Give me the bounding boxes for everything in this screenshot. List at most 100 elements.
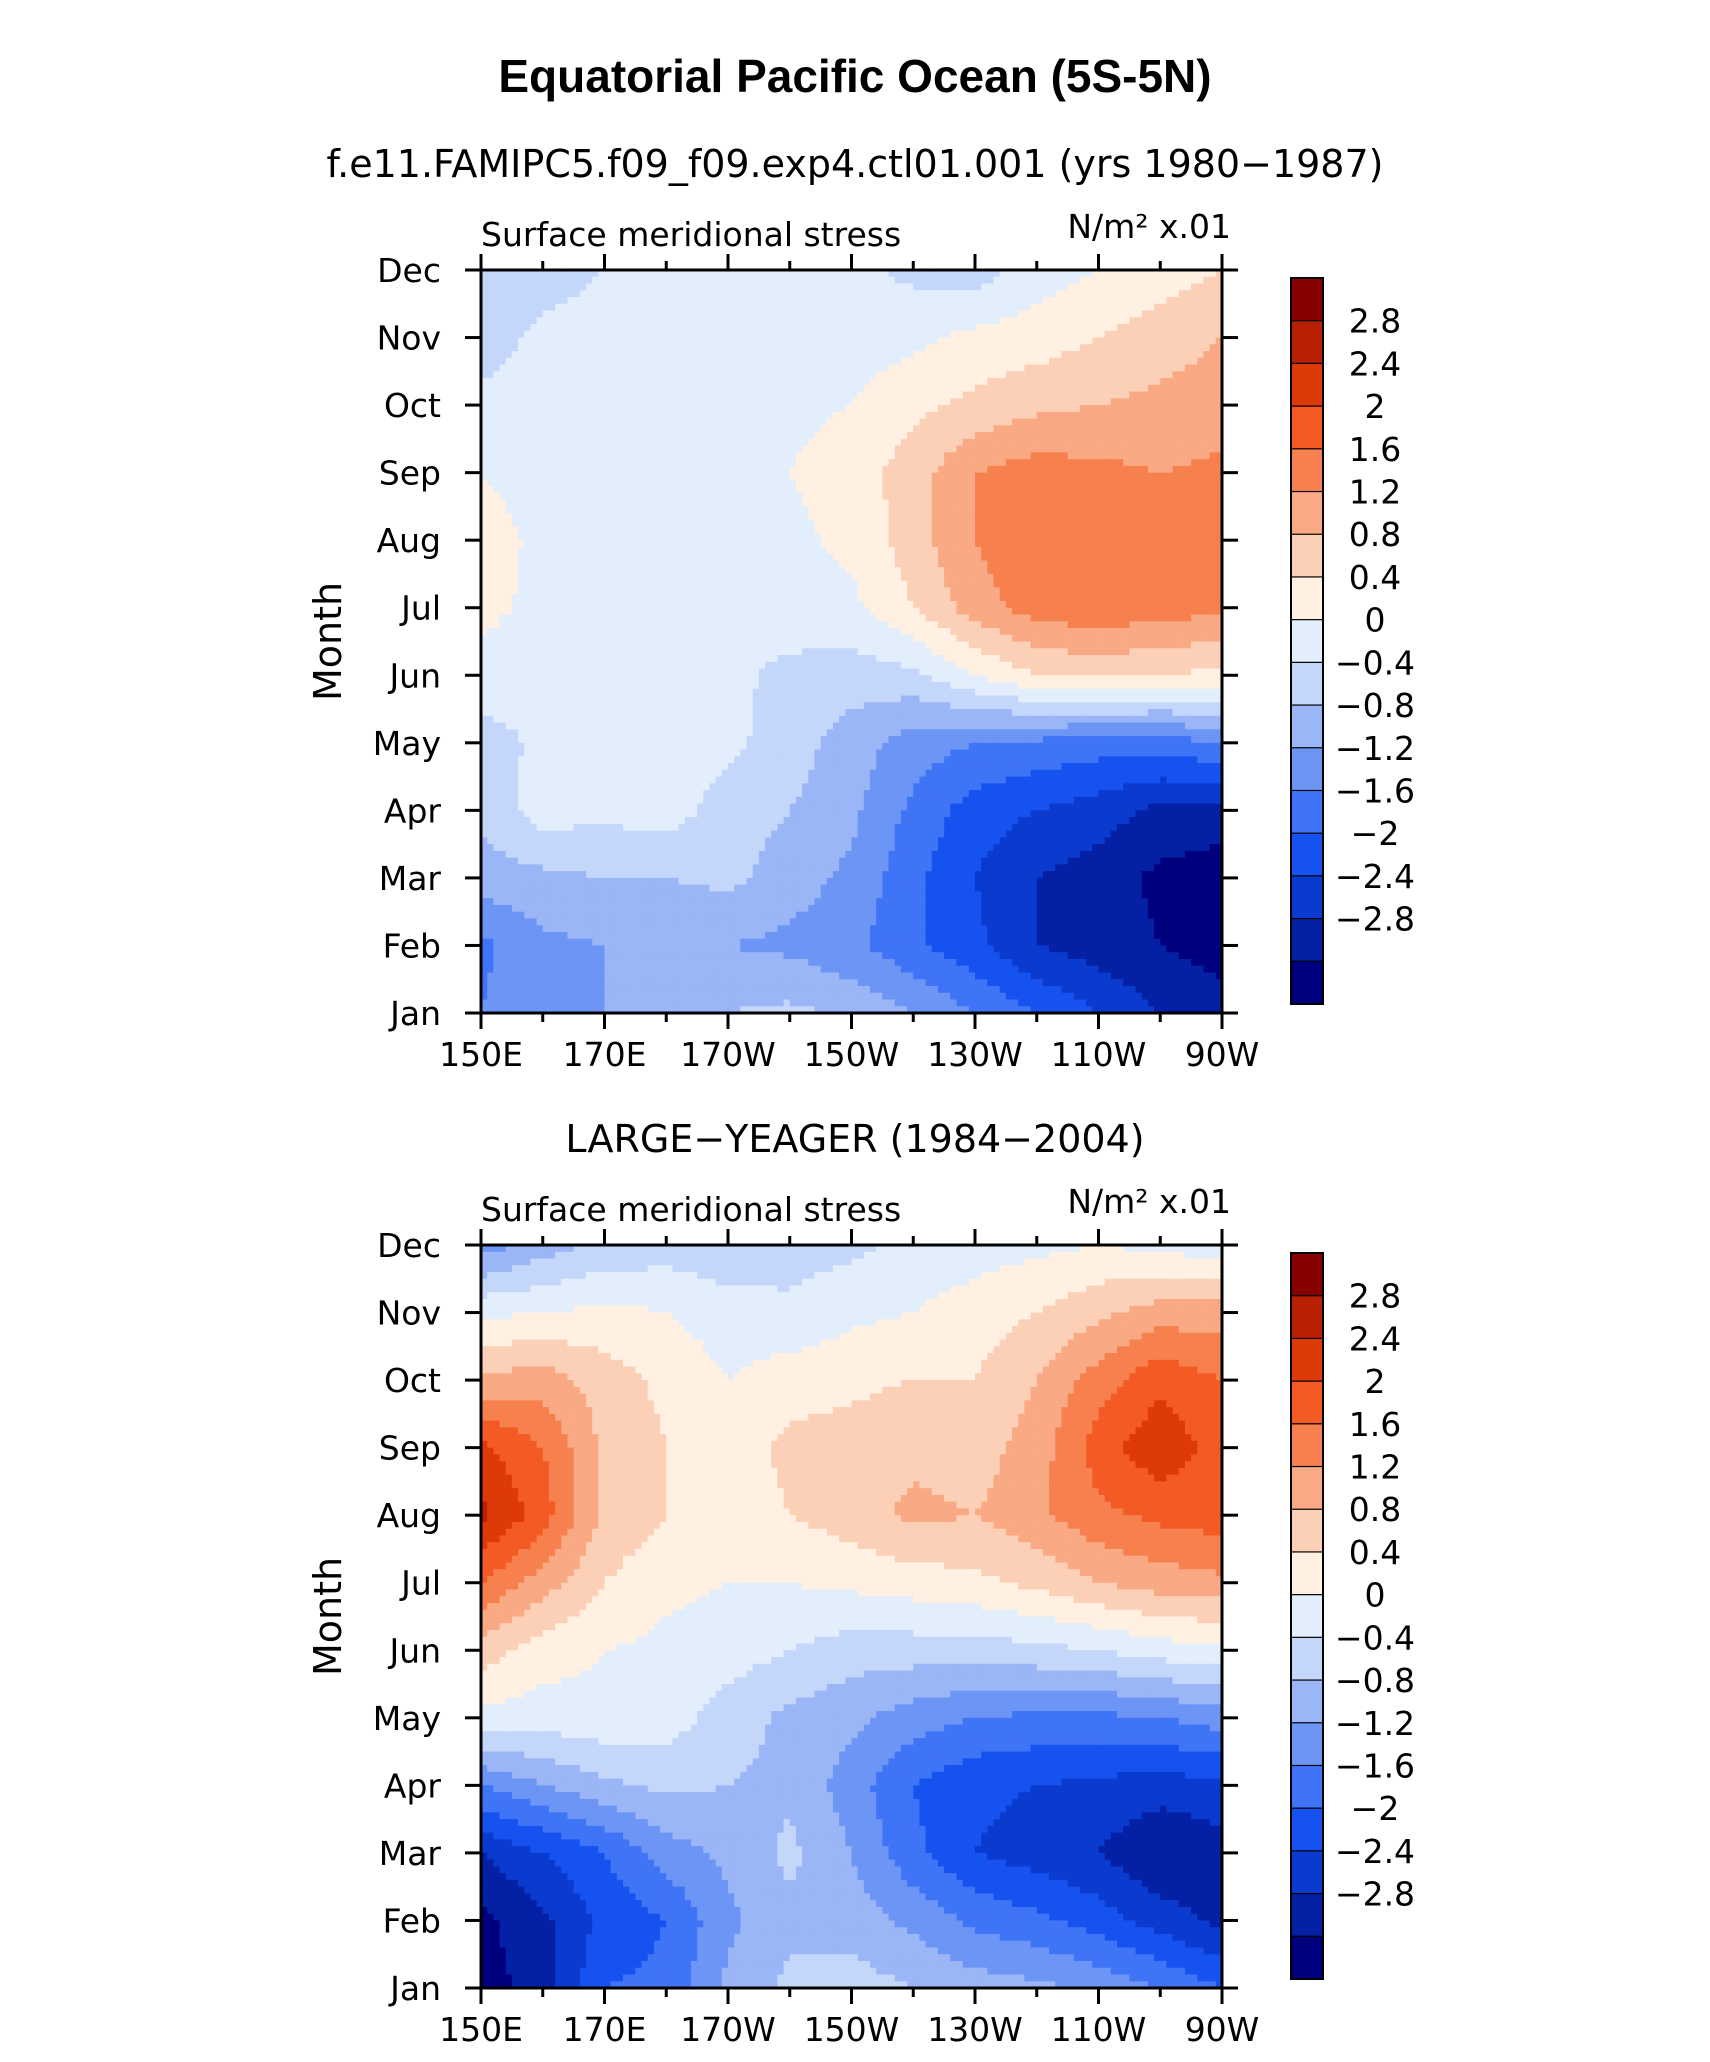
contour-cell [876,486,883,493]
contour-cell [1160,398,1167,405]
contour-cell [506,479,513,486]
contour-cell [1031,439,1038,446]
contour-cell [956,452,963,459]
contour-cell [994,344,1001,351]
contour-cell [500,344,507,351]
contour-cell [1203,419,1210,426]
contour-cell [500,365,507,372]
contour-cell [747,432,754,439]
contour-cell [500,459,507,466]
contour-cell [487,500,494,507]
contour-cell [827,520,834,527]
contour-cell [506,452,513,459]
contour-cell [808,506,815,513]
contour-cell [1024,412,1031,419]
contour-cell [956,520,963,527]
contour-cell [1031,419,1038,426]
contour-cell [913,513,920,520]
contour-cell [1148,500,1155,507]
contour-cell [1185,351,1192,358]
contour-cell [506,527,513,534]
contour-cell [963,324,970,331]
contour-cell [1086,385,1093,392]
contour-cell [1000,520,1007,527]
contour-cell [919,513,926,520]
contour-cell [691,317,698,324]
contour-cell [561,277,568,284]
contour-cell [1210,392,1217,399]
contour-cell [895,446,902,453]
contour-cell [1179,344,1186,351]
contour-cell [1037,344,1044,351]
contour-cell [913,527,920,534]
contour-cell [1043,486,1050,493]
contour-cell [926,439,933,446]
contour-cell [784,466,791,473]
contour-cell [833,284,840,291]
contour-cell [512,452,519,459]
contour-cell [753,486,760,493]
contour-cell [814,324,821,331]
contour-cell [642,425,649,432]
contour-cell [1197,412,1204,419]
contour-cell [1099,277,1106,284]
contour-cell [500,533,507,540]
contour-cell [716,277,723,284]
contour-cell [537,412,544,419]
contour-cell [660,473,667,480]
contour-cell [882,419,889,426]
contour-cell [870,378,877,385]
contour-cell [944,473,951,480]
contour-cell [487,311,494,318]
contour-cell [777,527,784,534]
contour-cell [1123,344,1130,351]
contour-cell [765,311,772,318]
contour-cell [1179,398,1186,405]
contour-cell [623,473,630,480]
contour-cell [956,506,963,513]
contour-cell [814,284,821,291]
contour-cell [1012,527,1019,534]
contour-cell [852,479,859,486]
contour-cell [1043,466,1050,473]
contour-cell [759,358,766,365]
contour-cell [895,432,902,439]
contour-cell [642,439,649,446]
contour-cell [709,486,716,493]
contour-cell [635,533,642,540]
contour-cell [1123,378,1130,385]
contour-cell [1210,452,1217,459]
contour-cell [629,486,636,493]
contour-cell [605,358,612,365]
contour-cell [994,371,1001,378]
contour-cell [845,446,852,453]
contour-cell [1080,385,1087,392]
contour-cell [821,392,828,399]
contour-cell [784,473,791,480]
contour-cell [944,479,951,486]
contour-cell [1092,425,1099,432]
contour-cell [728,500,735,507]
contour-cell [1043,527,1050,534]
contour-cell [1043,331,1050,338]
contour-cell [889,479,896,486]
contour-cell [1142,419,1149,426]
contour-cell [1024,385,1031,392]
contour-cell [963,459,970,466]
contour-cell [518,358,525,365]
contour-cell [1000,432,1007,439]
contour-cell [728,446,735,453]
contour-cell [876,311,883,318]
contour-cell [796,506,803,513]
contour-cell [1111,533,1118,540]
contour-cell [555,466,562,473]
contour-cell [1154,392,1161,399]
contour-cell [524,324,531,331]
contour-cell [1068,452,1075,459]
contour-cell [969,378,976,385]
contour-cell [907,432,914,439]
contour-cell [852,338,859,345]
contour-cell [716,331,723,338]
contour-cell [1123,527,1130,534]
contour-cell [1086,513,1093,520]
